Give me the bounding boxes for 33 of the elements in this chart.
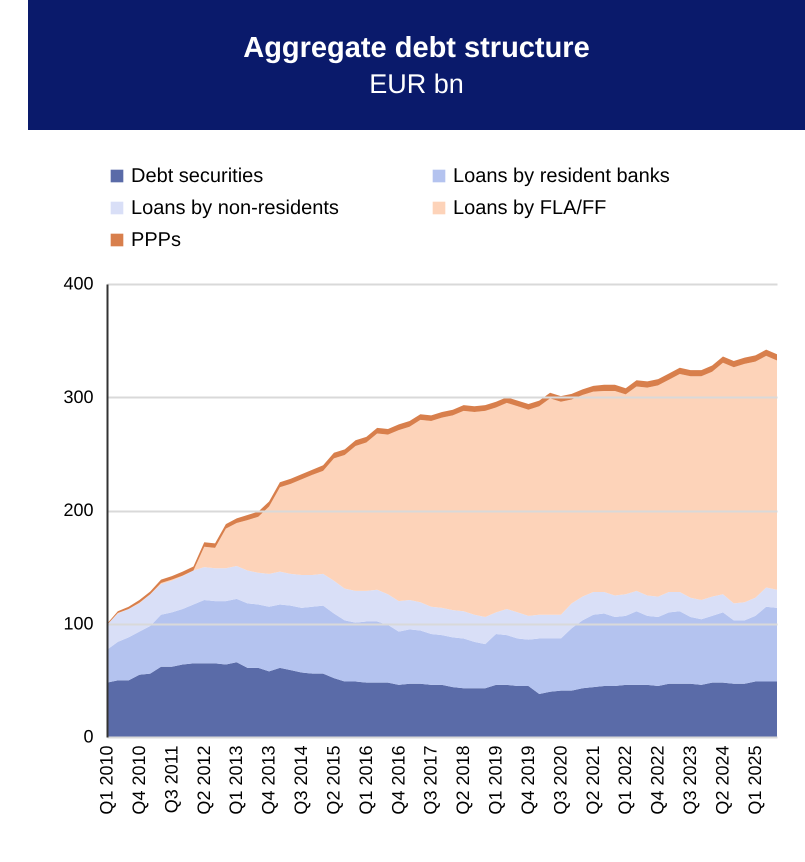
x-tick-label: Q1 2013	[226, 746, 246, 815]
x-tick-label: Q1 2019	[486, 746, 506, 815]
legend-label: Loans by resident banks	[453, 165, 670, 187]
x-tick-label: Q2 2018	[453, 746, 474, 815]
x-tick-label: Q3 2023	[680, 746, 700, 815]
legend-label: PPPs	[131, 229, 182, 251]
x-tick-label: Q3 2011	[161, 746, 182, 814]
x-tick-label: Q4 2013	[258, 746, 279, 815]
x-tick-label: Q1 2025	[744, 746, 765, 815]
y-tick-label: 100	[63, 613, 94, 634]
x-tick-label: Q1 2022	[615, 746, 636, 815]
legend-label: Loans by FLA/FF	[453, 197, 606, 219]
x-tick-label: Q4 2010	[128, 746, 149, 815]
chart-subtitle: EUR bn	[368, 68, 465, 101]
legend-label: Loans by non-residents	[131, 197, 339, 219]
y-tick-label: 300	[63, 386, 94, 407]
legend-label: Debt securities	[131, 165, 264, 187]
x-tick-label: Q2 2021	[582, 746, 603, 815]
x-tick-label: Q1 2016	[356, 746, 376, 815]
x-tick-label: Q4 2019	[518, 746, 538, 815]
x-tick-label: Q4 2016	[388, 746, 408, 815]
x-tick-label: Q2 2015	[323, 746, 344, 815]
x-tick-label: Q2 2024	[712, 746, 732, 815]
x-tick-label: Q3 2017	[420, 746, 441, 815]
x-tick-label: Q2 2012	[194, 746, 214, 815]
x-tick-label: Q1 2010	[96, 746, 116, 815]
x-tick-label: Q4 2022	[648, 746, 668, 815]
x-tick-label: Q3 2020	[550, 746, 570, 815]
y-tick-label: 400	[63, 274, 94, 294]
chart-title: Aggregate debt structure	[242, 31, 591, 66]
y-tick-label: 0	[83, 726, 94, 746]
y-tick-label: 200	[63, 500, 94, 520]
x-tick-label: Q3 2014	[291, 746, 312, 815]
